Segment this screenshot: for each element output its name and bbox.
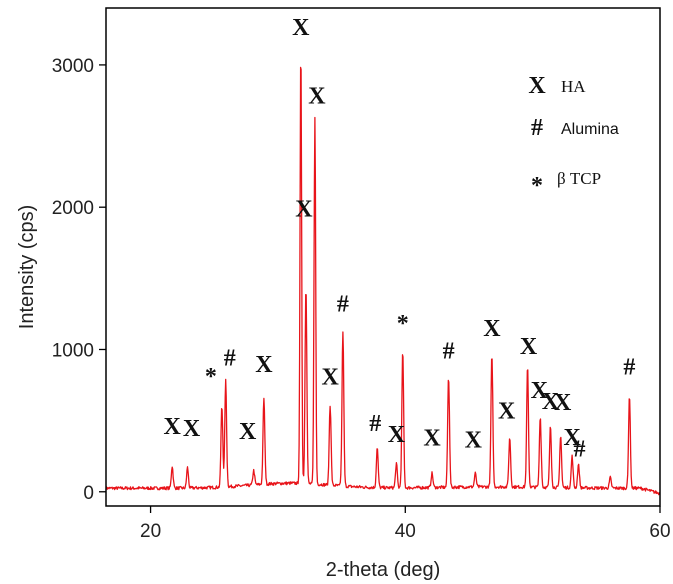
y-axis-label: Intensity (cps) bbox=[16, 205, 38, 329]
peak-marker: # bbox=[443, 338, 455, 364]
legend-label-alumina: Alumina bbox=[561, 121, 619, 138]
x-tick-label: 20 bbox=[140, 521, 161, 542]
y-tick-label: 2000 bbox=[52, 198, 94, 219]
peak-marker: * bbox=[205, 364, 217, 390]
peak-marker: * bbox=[397, 311, 409, 337]
x-axis-label: 2-theta (deg) bbox=[326, 559, 441, 581]
peak-marker: X bbox=[295, 196, 313, 222]
peak-marker: # bbox=[573, 437, 585, 463]
peak-marker: X bbox=[388, 422, 406, 448]
peak-marker: X bbox=[321, 364, 339, 390]
plot-area bbox=[105, 66, 661, 496]
peak-marker: # bbox=[623, 354, 635, 380]
x-tick-label: 40 bbox=[395, 521, 416, 542]
peak-marker: # bbox=[369, 411, 381, 437]
peak-marker: X bbox=[520, 334, 538, 360]
peak-marker: X bbox=[531, 378, 549, 404]
legend-label-beta-tcp: β TCP bbox=[557, 169, 601, 188]
legend-symbol-ha: X bbox=[528, 73, 546, 99]
legend-label-ha: HA bbox=[561, 77, 586, 96]
xrd-trace-line bbox=[105, 66, 661, 496]
peak-marker: X bbox=[563, 425, 581, 451]
peak-marker: X bbox=[423, 426, 441, 452]
y-tick-label: 3000 bbox=[52, 56, 94, 77]
peak-marker: # bbox=[337, 291, 349, 317]
peak-marker: X bbox=[308, 83, 326, 109]
plot-frame bbox=[105, 7, 661, 507]
peak-marker: X bbox=[239, 419, 257, 445]
peak-marker: # bbox=[224, 346, 236, 372]
peak-marker: X bbox=[292, 15, 310, 41]
peak-marker: X bbox=[183, 416, 201, 442]
peak-marker: X bbox=[164, 414, 182, 440]
y-axis-ticks: 0 1000 2000 3000 bbox=[52, 56, 106, 504]
x-axis-ticks: 20 40 60 bbox=[140, 506, 671, 542]
y-tick-label: 0 bbox=[83, 483, 94, 504]
legend-symbol-alumina: # bbox=[531, 115, 543, 141]
peak-marker: X bbox=[483, 316, 501, 342]
x-tick-label: 60 bbox=[649, 521, 670, 542]
axes bbox=[105, 7, 661, 507]
peak-marker: X bbox=[255, 352, 273, 378]
peak-marker: X bbox=[554, 390, 572, 416]
peak-marker: X bbox=[498, 399, 516, 425]
y-tick-label: 1000 bbox=[52, 340, 94, 361]
peak-marker: X bbox=[542, 389, 560, 415]
peak-marker: X bbox=[465, 427, 483, 453]
legend-symbol-beta-tcp: * bbox=[531, 173, 543, 199]
legend: X HA # Alumina * β TCP bbox=[528, 73, 619, 199]
